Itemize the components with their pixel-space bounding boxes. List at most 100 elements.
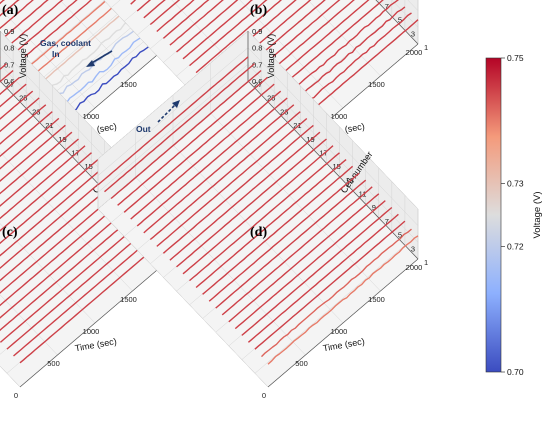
inlet-annotation: Gas, coolant In [40, 38, 113, 67]
gridline [0, 294, 58, 356]
series-line-cell-13 [0, 152, 92, 232]
y-tick-label: 5 [398, 16, 402, 25]
gridline [97, 64, 249, 193]
x-tick-label: 1500 [368, 295, 385, 304]
series-line-cell-25 [110, 69, 262, 200]
inlet-label-line2: In [52, 49, 60, 59]
z-tick-label: 0.6 [252, 77, 262, 86]
z-tick-label: 0.8 [252, 44, 262, 53]
series-line-cell-14 [0, 145, 86, 220]
colorbar-tick-label: 0.73 [507, 179, 524, 189]
colorbar-tick-label: 0.72 [507, 241, 524, 251]
series-line-cell-24 [117, 76, 269, 206]
y-tick-label: 9 [372, 203, 376, 212]
y-tick-label: 17 [319, 148, 327, 157]
y-tick-label: 21 [293, 121, 301, 130]
x-axis-line [19, 258, 171, 388]
x-tick-label: 1000 [83, 327, 100, 336]
series-line-cell-12 [195, 0, 283, 74]
y-axis-line [375, 0, 419, 45]
y-tick-label: 25 [19, 94, 27, 103]
y-tick-label: 13 [346, 176, 354, 185]
series-line-cell-11 [0, 165, 106, 257]
series-line-cell-10 [208, 172, 360, 302]
series-line-cell-9 [0, 179, 119, 282]
series-line-cell-17 [0, 124, 66, 183]
colorbar-ticks: 0.75 0.73 0.72 0.70 [501, 53, 524, 377]
series-line-cell-20 [0, 104, 47, 145]
x-tick-label: 1500 [368, 80, 385, 89]
series-line-cell-17 [162, 124, 314, 254]
outlet-annotation: Out [136, 100, 180, 134]
series-line-cell-16 [0, 131, 73, 195]
series-line-cell-23 [0, 83, 27, 108]
series-line-cell-17 [162, 0, 210, 39]
z-tick-label: 0.9 [252, 27, 262, 36]
series-line-cell-26 [104, 63, 255, 193]
z-tick-label: 0.8 [4, 44, 14, 53]
panel-label-d: (d) [250, 225, 267, 240]
series-line-cell-21 [136, 97, 288, 227]
series-line-cell-6 [234, 200, 386, 330]
y-tick-label: 7 [385, 2, 389, 11]
y-tick-label: 7 [385, 217, 389, 226]
y-tick-label: 23 [280, 107, 288, 116]
y-tick-label: 3 [411, 29, 415, 38]
z-tick-label: 0.9 [4, 27, 14, 36]
x-tick-label: 2000 [406, 48, 423, 57]
x-tick-label: 2000 [406, 263, 423, 272]
series-line-cell-9 [215, 179, 367, 309]
series-line-cell-12 [0, 0, 34, 30]
colorbar-tick-label: 0.75 [507, 53, 524, 63]
panel-label-a: (a) [2, 3, 19, 18]
z-tick-label: 0.7 [252, 60, 262, 69]
y-tick-label: 3 [411, 244, 415, 253]
y-tick-label: 27 [254, 80, 262, 89]
series-line-cell-13 [189, 152, 340, 282]
series-line-cell-22 [130, 90, 282, 220]
y-tick-label: 1 [424, 43, 428, 52]
series-line-cell-10 [0, 0, 64, 55]
series-line-cell-7 [228, 193, 380, 323]
series-line-cell-4 [247, 213, 399, 343]
y-tick-label: 11 [359, 190, 367, 199]
inlet-arrowhead [86, 60, 95, 67]
outlet-arrowhead [172, 100, 180, 108]
inlet-label-line1: Gas, coolant [40, 38, 91, 48]
series-line-cell-12 [195, 159, 347, 289]
y-tick-label: 27 [6, 80, 14, 89]
panel-label-c: (c) [2, 225, 18, 240]
gridline [247, 47, 419, 226]
series-line-cell-19 [0, 111, 53, 158]
series-line-cell-15 [176, 0, 239, 53]
y-tick-label: 19 [58, 135, 66, 144]
x-tick-label: 1000 [331, 112, 348, 121]
series-line-cell-27 [97, 56, 249, 186]
colorbar-tick-label: 0.70 [507, 367, 524, 377]
series-line-cell-14 [182, 0, 253, 60]
x-axis-label: Time (sec) [74, 336, 117, 353]
gridline [97, 208, 269, 388]
series-line-cell-12 [0, 158, 99, 245]
x-tick-label: 0 [262, 391, 266, 400]
x-tick-label: 1500 [120, 295, 137, 304]
series-line-cell-18 [156, 0, 195, 33]
x-tick-label: 500 [295, 359, 308, 368]
panel-c: 0500100015002000135791113151719212325270… [0, 27, 180, 400]
z-tick-label: 0.7 [4, 60, 14, 69]
gridline [97, 30, 249, 160]
series-line-cell-18 [0, 117, 60, 170]
series-line-cell-23 [123, 83, 275, 213]
z-tick-label: 0.6 [4, 77, 14, 86]
z-axis-label: Voltage (V) [266, 34, 276, 79]
series-line-cell-2 [261, 228, 412, 358]
x-axis-line [267, 258, 419, 388]
inlet-arrow [89, 50, 113, 65]
series-line-cell-22 [0, 90, 34, 120]
x-tick-label: 0 [14, 391, 18, 400]
series-line-cell-13 [189, 0, 268, 67]
series-line-cell-8 [221, 186, 373, 316]
series-line-cell-19 [149, 111, 301, 241]
colorbar: 0.75 0.73 0.72 0.70 Voltage (V) [485, 53, 543, 377]
